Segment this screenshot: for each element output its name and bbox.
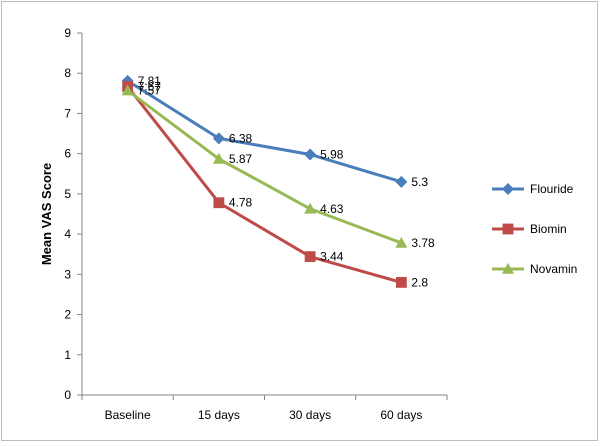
data-point bbox=[212, 152, 225, 164]
data-label: 7.57 bbox=[138, 84, 162, 98]
series-line bbox=[126, 89, 402, 245]
x-tick-label: 15 days bbox=[198, 408, 240, 422]
data-label: 6.38 bbox=[229, 131, 253, 145]
data-label: 7.67 bbox=[138, 79, 162, 93]
legend-label: Biomin bbox=[530, 222, 567, 236]
legend-item-novamin: Novamin bbox=[492, 262, 577, 276]
y-tick-label: 2 bbox=[64, 308, 71, 322]
legend-marker bbox=[502, 183, 514, 195]
line-chart: Mean VAS Score 0 1 2 3 4 5 6 7 8 9 Baseline 15 day… bbox=[39, 26, 577, 422]
data-point bbox=[304, 251, 316, 263]
data-point bbox=[395, 276, 407, 288]
legend: Flouride Biomin Novamin bbox=[492, 182, 577, 276]
data-point bbox=[121, 84, 134, 96]
legend-marker bbox=[502, 263, 514, 274]
legend-label: Novamin bbox=[530, 262, 577, 276]
series-line bbox=[126, 79, 402, 184]
data-label: 5.3 bbox=[411, 175, 428, 189]
data-point bbox=[395, 175, 408, 188]
data-label: 5.98 bbox=[320, 147, 344, 161]
legend-label: Flouride bbox=[530, 182, 574, 196]
series-line bbox=[126, 85, 402, 284]
series-biomin: 7.67 4.78 3.44 2.8 bbox=[122, 79, 428, 289]
series-layer: 7.81 6.38 5.98 5.3 7.67 4.78 3.44 2.8 7.57 5.87 4.… bbox=[121, 74, 435, 289]
data-label: 7.81 bbox=[138, 74, 162, 88]
data-point bbox=[212, 132, 225, 145]
data-point bbox=[304, 148, 317, 161]
data-label: 4.78 bbox=[229, 196, 253, 210]
y-tick-label: 7 bbox=[64, 106, 71, 120]
data-point bbox=[213, 197, 225, 209]
chart-frame: Mean VAS Score 0 1 2 3 4 5 6 7 8 9 Baseline 15 day… bbox=[1, 1, 598, 441]
y-tick-label: 8 bbox=[64, 66, 71, 80]
series-novamin: 7.57 5.87 4.63 3.78 bbox=[121, 84, 435, 250]
x-tick-label: 60 days bbox=[380, 408, 422, 422]
data-label: 4.63 bbox=[320, 202, 344, 216]
series-flouride: 7.81 6.38 5.98 5.3 bbox=[121, 74, 428, 189]
legend-item-flouride: Flouride bbox=[492, 182, 574, 196]
y-tick-label: 3 bbox=[64, 267, 71, 281]
data-point bbox=[304, 202, 317, 214]
data-point bbox=[395, 236, 408, 248]
y-axis: 0 1 2 3 4 5 6 7 8 9 bbox=[64, 26, 83, 402]
y-tick-label: 6 bbox=[64, 147, 71, 161]
y-tick-label: 4 bbox=[64, 227, 71, 241]
data-label: 3.44 bbox=[320, 250, 344, 264]
x-axis: Baseline 15 days 30 days 60 days bbox=[81, 394, 448, 422]
y-axis-title: Mean VAS Score bbox=[39, 163, 54, 265]
y-tick-label: 5 bbox=[64, 187, 71, 201]
legend-marker bbox=[502, 223, 514, 235]
data-label: 5.87 bbox=[229, 152, 253, 166]
legend-item-biomin: Biomin bbox=[492, 222, 567, 236]
x-tick-label: 30 days bbox=[289, 408, 331, 422]
y-tick-label: 0 bbox=[64, 388, 71, 402]
data-label: 3.78 bbox=[411, 236, 435, 250]
data-label: 2.8 bbox=[411, 275, 428, 289]
y-tick-label: 1 bbox=[64, 348, 71, 362]
y-tick-label: 9 bbox=[64, 26, 71, 40]
x-tick-label: Baseline bbox=[105, 408, 151, 422]
